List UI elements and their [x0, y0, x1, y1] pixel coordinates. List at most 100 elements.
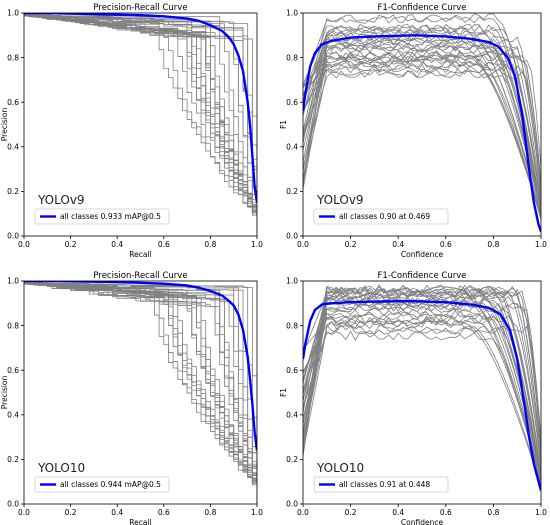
all-classes-line: [24, 281, 257, 451]
y-tick-label: 0.0: [7, 500, 19, 509]
x-axis-label: Recall: [129, 250, 151, 259]
class-curve: [303, 324, 541, 454]
x-tick-label: 0.0: [297, 508, 309, 517]
y-tick-label: 0.8: [286, 321, 298, 330]
class-curve: [303, 64, 541, 203]
y-axis-label: F1: [279, 120, 288, 129]
x-tick-label: 0.6: [440, 240, 452, 249]
y-tick-label: 1.0: [286, 9, 298, 18]
y-tick-label: 0.8: [7, 53, 19, 62]
class-curve: [303, 13, 541, 205]
curves-group: [24, 281, 257, 504]
x-tick-label: 0.8: [204, 240, 216, 249]
curves-group: [24, 13, 257, 236]
y-tick-label: 0.0: [286, 232, 298, 241]
class-curve: [24, 281, 257, 504]
all-classes-line: [303, 34, 541, 232]
chart-title: F1-Confidence Curve: [378, 3, 467, 13]
class-curve: [303, 316, 541, 485]
class-curve: [24, 13, 257, 236]
class-curve: [303, 299, 541, 483]
class-curve: [303, 319, 541, 489]
chart-title: Precision-Recall Curve: [93, 271, 187, 281]
class-curve: [303, 288, 541, 476]
class-curve: [303, 56, 541, 219]
class-curve: [303, 319, 541, 488]
x-tick-label: 0.2: [345, 508, 357, 517]
class-curve: [303, 42, 541, 211]
x-tick-label: 0.6: [440, 508, 452, 517]
chart-title: Precision-Recall Curve: [93, 3, 187, 13]
class-curve: [24, 13, 257, 236]
y-tick-label: 0.6: [7, 366, 19, 375]
class-curve: [303, 310, 541, 481]
model-label: YOLO10: [316, 461, 364, 475]
y-tick-label: 0.4: [286, 411, 298, 420]
class-curve: [303, 296, 541, 479]
legend-box: [313, 476, 449, 493]
chart-panel: 0.0 0.2 0.4 0.6 0.8 1.0 0.0 0.2 0.4 0.6 0.8 1.0 Prec…: [0, 271, 263, 525]
class-curve: [24, 14, 257, 236]
legend-box: [34, 208, 170, 225]
class-curve: [24, 281, 257, 504]
x-tick-label: 1.0: [251, 240, 263, 249]
all-classes-line: [24, 13, 257, 203]
y-axis-label: Precision: [0, 108, 9, 142]
class-curve: [303, 26, 541, 214]
class-curve: [303, 49, 541, 210]
x-tick-label: 0.2: [65, 240, 77, 249]
x-tick-label: 0.8: [204, 508, 216, 517]
x-tick-label: 1.0: [535, 240, 547, 249]
x-tick-label: 1.0: [251, 508, 263, 517]
y-tick-label: 0.6: [286, 98, 298, 107]
y-tick-label: 0.6: [286, 366, 298, 375]
class-curve: [303, 314, 541, 465]
y-tick-label: 0.2: [7, 455, 19, 464]
class-curve: [303, 325, 541, 478]
x-tick-label: 0.2: [65, 508, 77, 517]
y-tick-label: 0.4: [286, 143, 298, 152]
class-curve: [303, 35, 541, 219]
x-axis-label: Recall: [129, 518, 151, 525]
legend-box: [34, 476, 170, 493]
chart-panel: 0.0 0.2 0.4 0.6 0.8 1.0 0.0 0.2 0.4 0.6 0.8 1.0 Prec…: [0, 3, 263, 259]
class-curve: [303, 307, 541, 470]
class-curve: [303, 14, 541, 208]
class-curve: [24, 281, 257, 504]
axes-frame: [23, 12, 258, 237]
x-tick-label: 0.6: [158, 240, 170, 249]
legend-label: all classes 0.91 at 0.448: [339, 480, 430, 489]
y-axis-label: Precision: [0, 376, 9, 410]
class-curve: [303, 288, 541, 482]
x-tick-label: 0.8: [487, 508, 499, 517]
legend-label: all classes 0.90 at 0.469: [339, 212, 430, 221]
class-curve: [303, 68, 541, 187]
class-curve: [24, 282, 257, 504]
class-curve: [303, 51, 541, 182]
x-tick-label: 0.4: [111, 508, 123, 517]
class-curve: [303, 295, 541, 485]
x-axis-label: Confidence: [401, 518, 444, 525]
class-curve: [303, 303, 541, 445]
y-axis-label: F1: [279, 388, 288, 397]
class-curve: [303, 284, 541, 472]
y-tick-label: 0.2: [286, 455, 298, 464]
y-tick-label: 1.0: [7, 277, 19, 286]
y-tick-label: 0.6: [7, 98, 19, 107]
y-tick-label: 0.2: [286, 187, 298, 196]
model-label: YOLO10: [37, 461, 85, 475]
class-curve: [303, 45, 541, 198]
legend-label: all classes 0.944 mAP@0.5: [60, 480, 161, 489]
axes-frame: [23, 280, 258, 505]
x-axis-label: Confidence: [401, 250, 444, 259]
all-classes-line: [303, 299, 541, 491]
class-curve: [303, 63, 541, 187]
model-label: YOLOv9: [316, 193, 364, 207]
class-curve: [303, 58, 541, 202]
class-curve: [303, 37, 541, 215]
chart-title: F1-Confidence Curve: [378, 271, 467, 281]
curves-group: [303, 13, 541, 232]
axes-frame: [302, 280, 542, 505]
chart-panel: 0.0 0.2 0.4 0.6 0.8 1.0 0.0 0.2 0.4 0.6 0.8 1.0 F1-C…: [279, 3, 547, 259]
